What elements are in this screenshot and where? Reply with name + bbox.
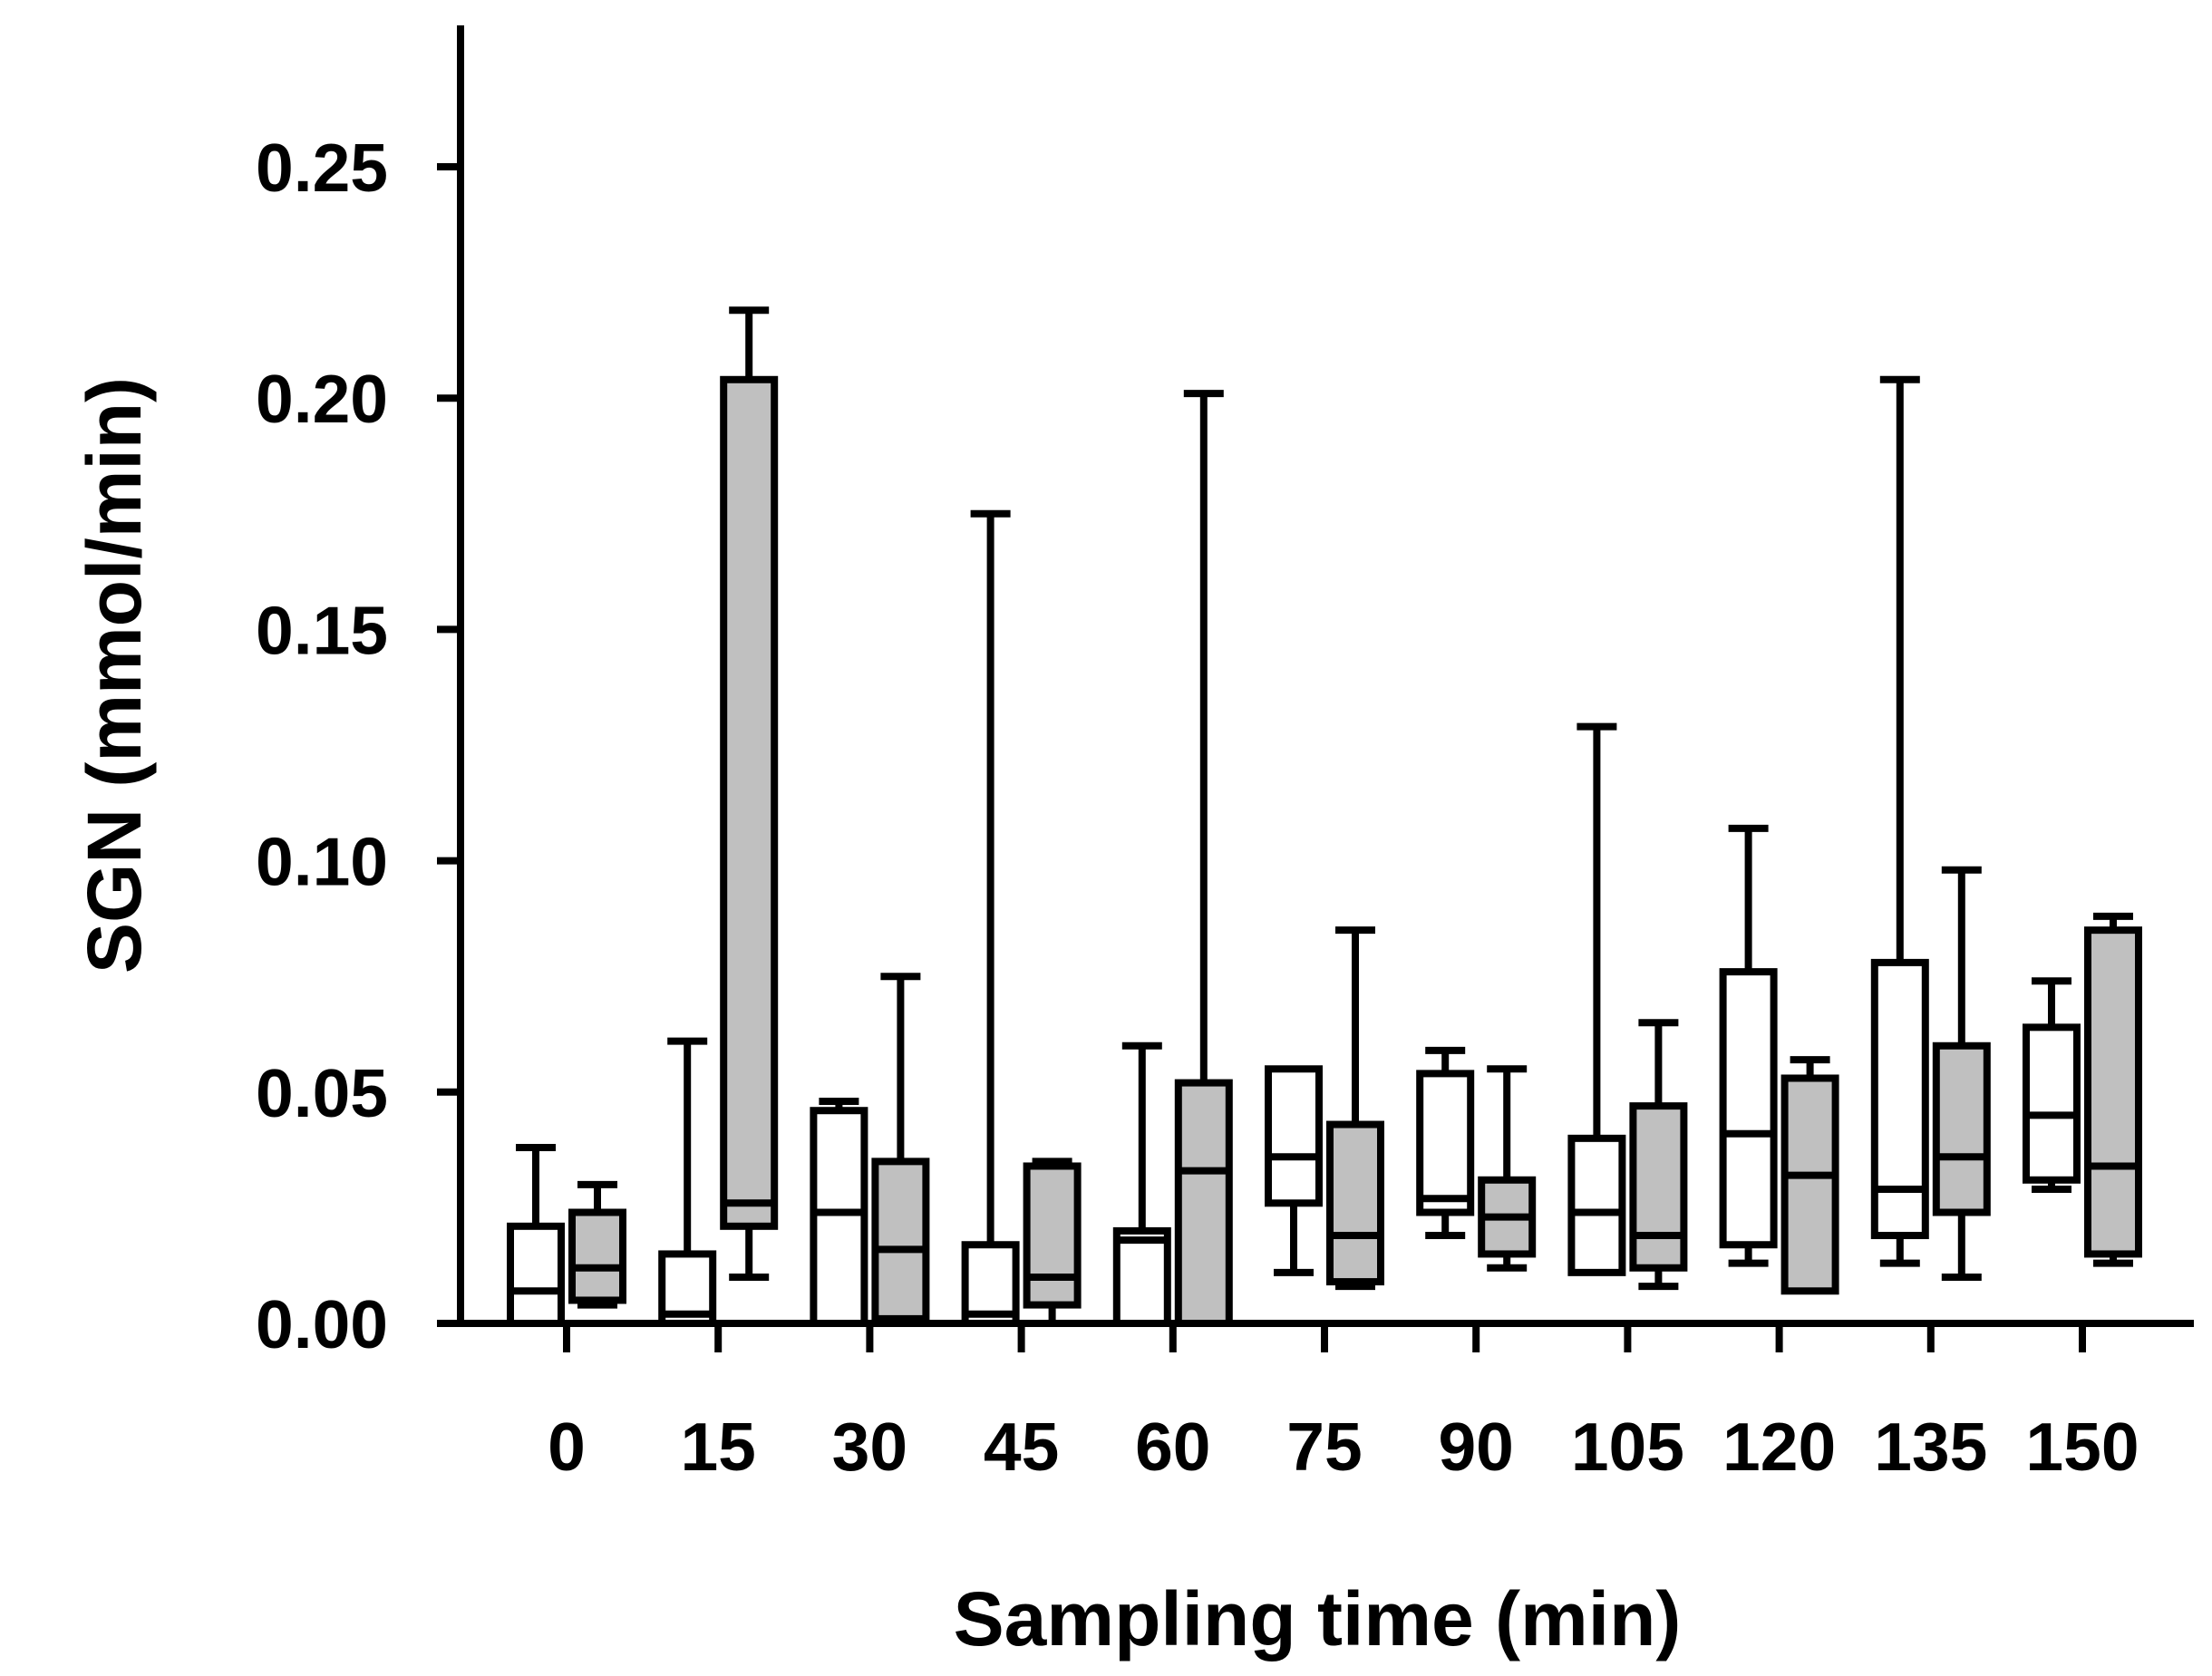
- box-shaded-0: [568, 1180, 626, 1309]
- iqr-box-shaded-150: [2084, 926, 2142, 1258]
- box-open-15: [658, 1037, 717, 1327]
- box-shaded-45: [1023, 1158, 1082, 1327]
- x-tick-label-105: 105: [1571, 1409, 1684, 1485]
- iqr-box-shaded-75: [1326, 1120, 1384, 1286]
- box-open-30: [810, 1098, 868, 1327]
- y-tick-label-0.00: 0.00: [256, 1286, 388, 1362]
- x-tick-label-120: 120: [1722, 1409, 1836, 1485]
- x-axis-title: Sampling time (min): [954, 1576, 1682, 1661]
- box-open-0: [507, 1144, 565, 1328]
- iqr-box-open-30: [810, 1107, 868, 1327]
- x-tick-label-90: 90: [1438, 1409, 1513, 1485]
- x-tick-label-0: 0: [548, 1409, 586, 1485]
- y-tick-label-0.05: 0.05: [256, 1055, 388, 1131]
- iqr-box-shaded-15: [720, 375, 779, 1230]
- box-shaded-105: [1629, 1019, 1688, 1291]
- iqr-box-shaded-135: [1932, 1041, 1991, 1216]
- iqr-box-open-45: [961, 1241, 1020, 1328]
- box-shaded-120: [1780, 1056, 1839, 1295]
- iqr-box-open-105: [1567, 1134, 1626, 1276]
- box-open-120: [1719, 824, 1778, 1267]
- box-open-90: [1416, 1046, 1475, 1240]
- plot-area: [507, 306, 2142, 1328]
- iqr-box-shaded-0: [568, 1208, 626, 1304]
- box-shaded-150: [2084, 912, 2142, 1267]
- x-tick-label-150: 150: [2025, 1409, 2139, 1485]
- box-open-135: [1870, 375, 1929, 1267]
- box-shaded-60: [1174, 390, 1233, 1328]
- y-tick-label-0.25: 0.25: [256, 130, 388, 206]
- x-tick-label-135: 135: [1874, 1409, 1987, 1485]
- iqr-box-open-90: [1416, 1070, 1475, 1216]
- iqr-box-open-135: [1870, 958, 1929, 1240]
- tick-marks: [437, 163, 2086, 1352]
- iqr-box-shaded-120: [1780, 1074, 1839, 1295]
- x-tick-label-45: 45: [984, 1409, 1059, 1485]
- x-tick-label-75: 75: [1286, 1409, 1362, 1485]
- x-tick-label-30: 30: [832, 1409, 907, 1485]
- y-tick-label-0.10: 0.10: [256, 824, 388, 900]
- box-shaded-15: [720, 306, 779, 1281]
- iqr-box-shaded-30: [871, 1158, 930, 1322]
- x-tick-label-60: 60: [1135, 1409, 1210, 1485]
- iqr-box-shaded-60: [1174, 1079, 1233, 1328]
- box-shaded-30: [871, 973, 930, 1327]
- iqr-box-shaded-105: [1629, 1102, 1688, 1272]
- iqr-box-shaded-45: [1023, 1162, 1082, 1309]
- box-open-105: [1567, 722, 1626, 1276]
- iqr-box-open-0: [507, 1222, 565, 1328]
- iqr-box-open-150: [2023, 1023, 2081, 1184]
- box-open-45: [961, 509, 1020, 1328]
- tick-labels: 0.00 0.05 0.10 0.15 0.20 0.25 0 15 30 45 60 75 90 105…: [256, 130, 2139, 1485]
- box-shaded-75: [1326, 926, 1384, 1291]
- y-tick-label-0.20: 0.20: [256, 361, 388, 437]
- box-shaded-90: [1478, 1065, 1537, 1272]
- iqr-box-open-60: [1112, 1226, 1171, 1328]
- box-open-150: [2023, 977, 2081, 1193]
- box-open-75: [1265, 1065, 1323, 1276]
- iqr-box-open-75: [1265, 1065, 1323, 1207]
- box-open-60: [1112, 1041, 1171, 1328]
- y-axis-title: SGN (mmol/min): [72, 377, 157, 974]
- x-tick-label-15: 15: [680, 1409, 755, 1485]
- iqr-box-open-120: [1719, 968, 1778, 1249]
- box-shaded-135: [1932, 866, 1991, 1281]
- y-tick-label-0.15: 0.15: [256, 592, 388, 668]
